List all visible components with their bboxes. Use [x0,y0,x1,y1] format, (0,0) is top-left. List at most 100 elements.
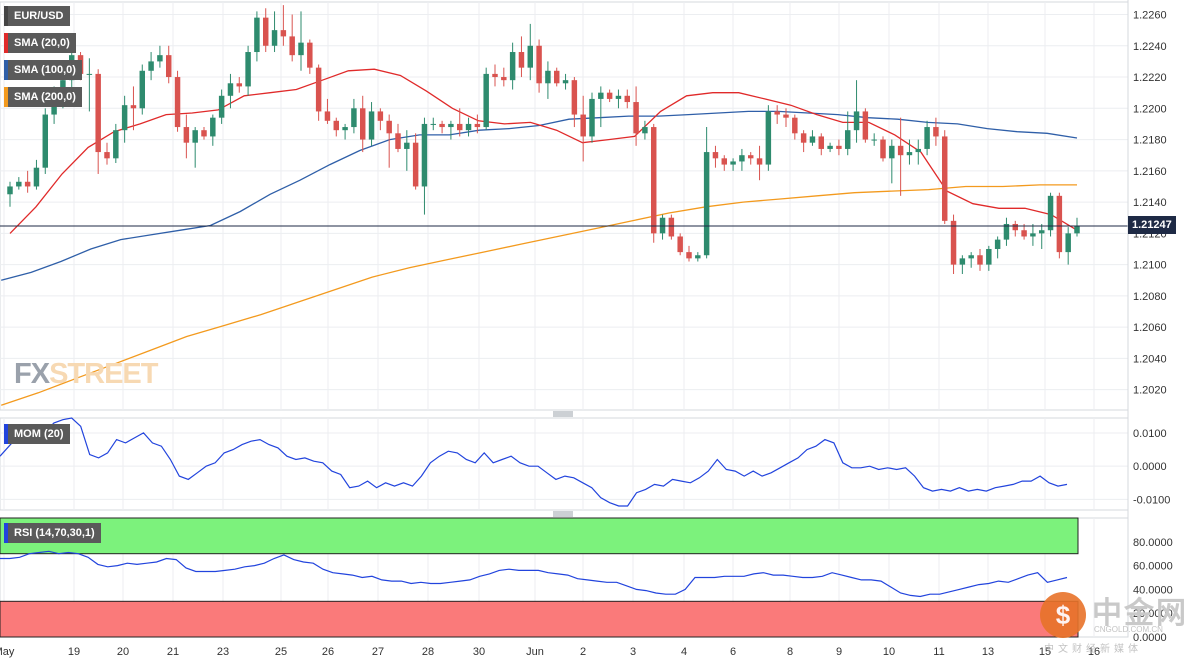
candle-body [571,80,578,115]
candle-body [271,30,278,46]
candle-body [739,155,745,162]
candle-body [986,248,992,265]
rsi-oversold-zone [0,600,1079,638]
candle-body [994,239,1001,249]
price-tick-label: 1.2220 [1133,72,1167,84]
x-tick-label: May [0,646,15,658]
candle-body [483,73,489,128]
candle-body [183,127,190,143]
candle-body [148,61,154,71]
candle-body [298,42,304,56]
candle-body [1074,225,1080,234]
price-tick-label: 1.2200 [1133,103,1167,115]
rsi-line [0,550,1068,598]
candle-body [783,114,789,118]
candle-body [518,52,525,68]
rsi-label[interactable]: RSI (14,70,30,1) [4,523,101,543]
mom-text: MOM (20) [14,428,64,440]
x-tick-label: 10 [883,646,895,658]
candle-body [924,127,930,149]
candle-body [871,139,877,141]
sma100-label[interactable]: SMA (100,0) [4,60,82,80]
price-tick-label: 1.2020 [1133,385,1167,397]
candle-body [536,45,542,84]
candle-body [174,77,181,128]
candle-body [33,167,40,187]
candle-body [368,111,375,140]
x-tick-label: 2 [580,646,586,658]
cngold-url: CNGOLD.COM.CN [1094,625,1163,634]
x-tick-label: Jun [526,646,544,658]
symbol-label[interactable]: EUR/USD [4,6,70,26]
candle-body [421,123,428,187]
mom-tick-label: -0.0100 [1133,494,1170,506]
candle-body [598,92,604,99]
x-tick-label: 6 [730,646,736,658]
candle-body [624,95,631,103]
rsi-swatch [4,523,8,543]
rsi-tick-label: 80.0000 [1133,537,1173,549]
cngold-watermark: $ 中金网 CNGOLD.COM.CN 中文财经新媒体 [1040,588,1190,655]
candle-body [395,133,401,149]
candle-body [333,120,340,131]
candle-body [130,105,137,109]
last-price-tag: 1.21247 [1128,216,1176,234]
candle-body [1038,230,1045,234]
candle-body [827,145,833,149]
rsi-overbought-zone [0,517,1079,555]
sma20-swatch [4,33,8,53]
price-tick-label: 1.2040 [1133,353,1167,365]
candle-body [977,255,983,265]
candle-body [853,111,860,131]
candle-body [703,152,710,256]
candle-body [456,123,463,131]
candle-body [553,70,560,84]
x-tick-label: 3 [630,646,636,658]
price-tick-label: 1.2240 [1133,41,1167,53]
candle-body [113,130,119,159]
panel-frame-2 [0,417,1129,511]
x-tick-label: 25 [275,646,287,658]
cngold-tagline: 中文财经新媒体 [1044,644,1142,655]
candle-body [1065,233,1071,253]
candle-body [1021,230,1027,237]
candle-body [501,77,507,81]
candle-body [633,102,639,134]
candle-body [315,67,322,112]
sma20-text: SMA (20,0) [14,37,70,49]
candle-body [139,70,146,109]
x-tick-label: 26 [322,646,334,658]
candle-body [1056,195,1063,253]
x-tick-label: 19 [68,646,80,658]
candle-body [756,158,763,165]
mom-line [0,417,1068,507]
sma200-swatch [4,87,8,107]
sma20-label[interactable]: SMA (20,0) [4,33,76,53]
candle-body [359,108,366,140]
candle-body [474,123,481,128]
fxstreet-watermark: FXSTREET [14,358,158,391]
candle-body [492,73,498,78]
candle-body [245,52,251,87]
fxstreet-watermark-fx: FX [14,358,50,390]
candle-body [950,220,957,265]
candle-body [1030,233,1036,237]
candle-body [165,55,172,78]
x-tick-label: 28 [422,646,434,658]
candle-body [386,120,392,134]
candle-body [201,130,207,137]
mom-label[interactable]: MOM (20) [4,424,70,444]
candle-body [677,236,683,253]
candle-body [121,105,128,131]
candle-body [16,181,22,187]
candle-body [686,252,692,259]
candle-body [721,158,728,165]
sma200-label[interactable]: SMA (200,0) [4,87,82,107]
x-tick-label: 16 [1088,646,1100,658]
rsi-tick-label: 60.0000 [1133,561,1173,573]
fxstreet-watermark-street: STREET [49,358,158,390]
candle-body [509,52,516,81]
sma20-line [9,68,1078,234]
candle-body [792,117,798,134]
